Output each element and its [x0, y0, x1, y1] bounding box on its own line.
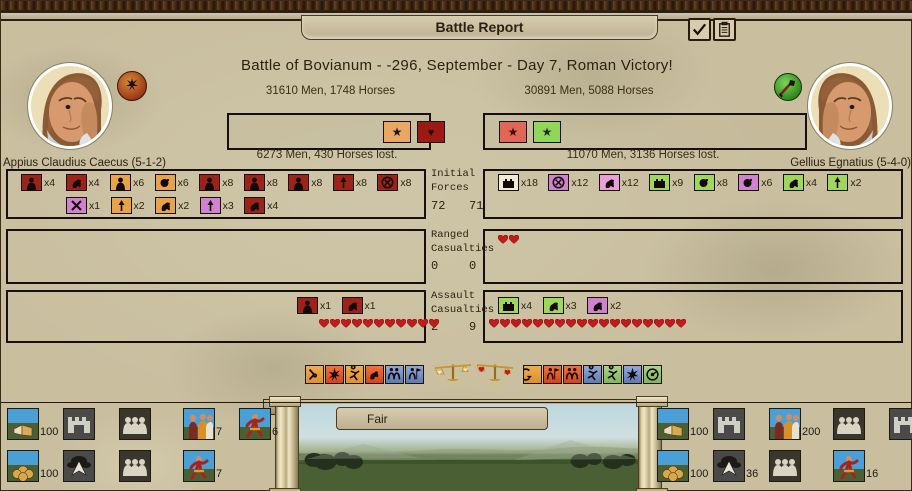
svg-text:★: ★: [392, 125, 403, 139]
svg-text:★: ★: [508, 125, 519, 139]
svg-text:★: ★: [542, 125, 553, 139]
svg-text:♥: ♥: [428, 127, 435, 139]
